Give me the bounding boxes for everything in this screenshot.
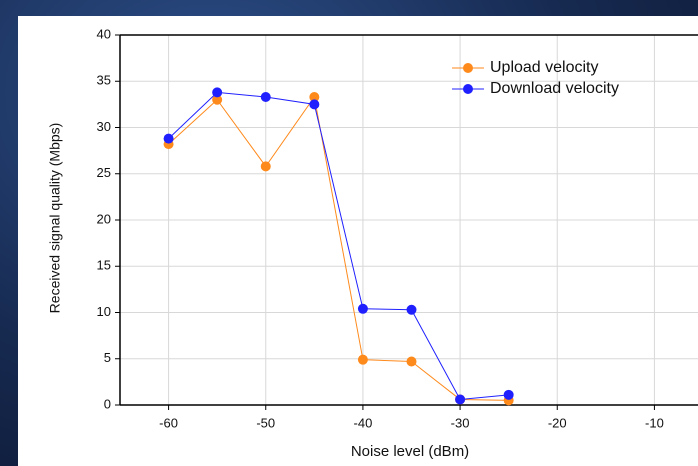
data-point (407, 305, 417, 315)
x-tick-label: -30 (451, 415, 470, 430)
y-tick-label: 10 (97, 304, 111, 319)
data-point (212, 87, 222, 97)
legend-label: Download velocity (490, 80, 619, 97)
y-tick-label: 30 (97, 119, 111, 134)
data-point (504, 390, 514, 400)
y-tick-label: 40 (97, 26, 111, 41)
data-point (407, 357, 417, 367)
y-tick-label: 20 (97, 211, 111, 226)
x-tick-label: -40 (354, 415, 373, 430)
x-tick-label: -60 (159, 415, 178, 430)
y-tick-label: 25 (97, 165, 111, 180)
data-point (358, 355, 368, 365)
y-axis-label: Received signal quality (Mbps) (47, 123, 63, 314)
data-point (358, 304, 368, 314)
data-point (261, 92, 271, 102)
data-point (261, 161, 271, 171)
y-tick-label: 5 (104, 350, 111, 365)
y-tick-label: 35 (97, 73, 111, 88)
x-tick-label: -50 (256, 415, 275, 430)
page: {"chart_data": {"type": "line", "x_label… (0, 0, 698, 466)
y-tick-label: 0 (104, 396, 111, 411)
chart: Noise level (dBm) Received signal qualit… (0, 0, 698, 466)
data-point (164, 134, 174, 144)
legend-marker (463, 63, 473, 73)
y-tick-label: 15 (97, 258, 111, 273)
data-point (309, 99, 319, 109)
x-axis-label: Noise level (dBm) (351, 443, 469, 460)
x-tick-label: -10 (645, 415, 664, 430)
legend-marker (463, 84, 473, 94)
x-tick-label: -20 (548, 415, 567, 430)
legend-label: Upload velocity (490, 59, 599, 76)
data-point (455, 394, 465, 404)
